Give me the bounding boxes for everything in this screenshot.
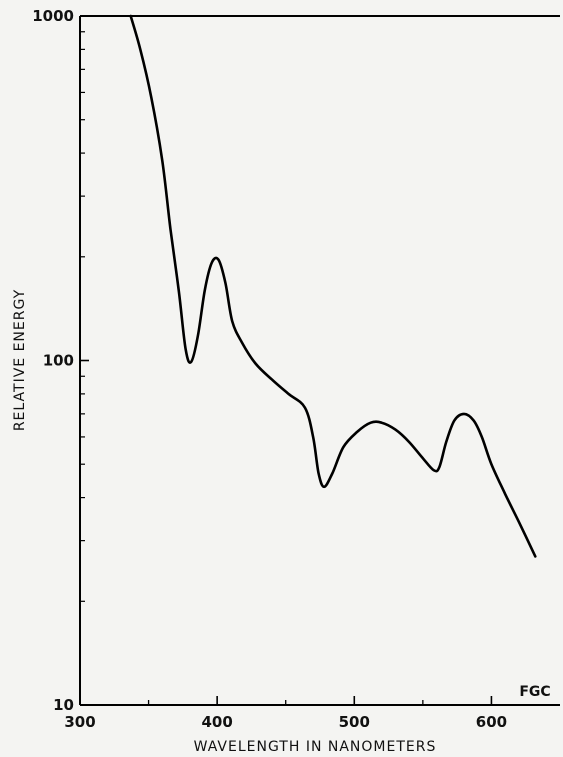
y-tick-label: 100 <box>43 352 74 370</box>
y-tick-label: 1000 <box>32 7 74 25</box>
chart-ticks <box>79 15 493 706</box>
x-tick-label: 400 <box>201 713 232 731</box>
x-axis-title: WAVELENGTH IN NANOMETERS <box>194 739 437 755</box>
x-tick-label: 600 <box>476 713 507 731</box>
y-axis-title: RELATIVE ENERGY <box>12 289 28 431</box>
x-tick-label: 500 <box>339 713 370 731</box>
chart-tick-labels: 300 400 500 600 10 100 1000 <box>32 7 507 731</box>
x-tick-label: 300 <box>64 713 95 731</box>
chart-axes <box>79 15 560 706</box>
y-tick-label: 10 <box>53 696 74 714</box>
fgc-annotation: FGC <box>519 684 550 700</box>
energy-curve <box>129 14 537 558</box>
